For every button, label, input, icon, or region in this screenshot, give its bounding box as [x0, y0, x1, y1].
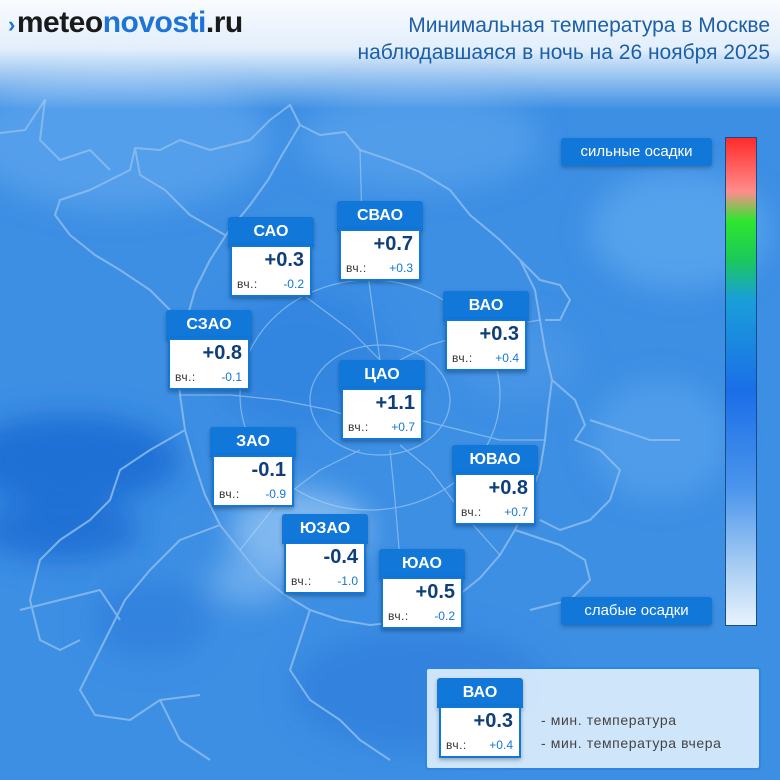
- district-yuvao: ЮВАО +0.8 вч.: +0.7: [452, 445, 538, 529]
- district-name: ВАО: [443, 291, 529, 321]
- district-svao: СВАО +0.7 вч.: +0.3: [337, 201, 423, 285]
- district-values: +1.1 вч.: +0.7: [341, 388, 423, 440]
- district-name: ЗАО: [210, 427, 296, 457]
- district-vao: ВАО +0.3 вч.: +0.4: [443, 291, 529, 375]
- district-yesterday-temp: -0.1: [221, 370, 242, 384]
- district-name: ЦАО: [339, 360, 425, 390]
- district-values: +0.5 вч.: -0.2: [381, 577, 463, 629]
- legend-min-temp: +0.3: [473, 710, 513, 732]
- district-szao: СЗАО +0.8 вч.: -0.1: [166, 310, 252, 394]
- district-min-temp: +0.3: [264, 249, 304, 271]
- legend-example-card: ВАО +0.3 вч.: +0.4: [437, 678, 523, 762]
- legend-yesterday-label: вч.:: [446, 738, 467, 752]
- site-logo[interactable]: ›meteonovosti.ru: [8, 6, 243, 40]
- district-yesterday-label: вч.:: [219, 487, 240, 501]
- district-values: +0.3 вч.: +0.4: [445, 319, 527, 371]
- district-yesterday-label: вч.:: [348, 420, 369, 434]
- district-yesterday-label: вч.:: [452, 351, 473, 365]
- district-values: -0.1 вч.: -0.9: [212, 455, 294, 507]
- district-name: ЮАО: [379, 549, 465, 579]
- logo-mark-icon: ›: [8, 12, 15, 37]
- precipitation-blobs: [0, 70, 770, 750]
- district-min-temp: +0.8: [488, 477, 528, 499]
- district-name: СВАО: [337, 201, 423, 231]
- district-yesterday-label: вч.:: [461, 505, 482, 519]
- inner-district-borders: [180, 149, 545, 622]
- district-yesterday-temp: -0.2: [434, 609, 455, 623]
- district-yesterday-temp: +0.3: [389, 261, 413, 275]
- district-yesterday-temp: +0.4: [495, 351, 519, 365]
- district-sao: САО +0.3 вч.: -0.2: [228, 217, 314, 301]
- district-yesterday-temp: -1.0: [337, 574, 358, 588]
- district-min-temp: +0.8: [202, 342, 242, 364]
- district-min-temp: +0.3: [479, 323, 519, 345]
- scale-label-strong: сильные осадки: [561, 138, 712, 166]
- district-values: +0.7 вч.: +0.3: [339, 229, 421, 281]
- district-values: -0.4 вч.: -1.0: [284, 542, 366, 594]
- district-min-temp: -0.4: [323, 546, 358, 568]
- district-yesterday-label: вч.:: [175, 370, 196, 384]
- district-name: ЮВАО: [452, 445, 538, 475]
- district-values: +0.8 вч.: -0.1: [168, 338, 250, 390]
- district-yesterday-label: вч.:: [388, 609, 409, 623]
- district-yesterday-label: вч.:: [291, 574, 312, 588]
- district-min-temp: +0.5: [415, 581, 455, 603]
- district-yesterday-label: вч.:: [346, 261, 367, 275]
- map-title-line2: наблюдавшаяся в ночь на 26 ноября 2025: [357, 41, 770, 64]
- legend-desc-yesterday-temp: - мин. температура вчера: [541, 735, 722, 751]
- district-min-temp: +1.1: [375, 392, 415, 414]
- logo-text-domain: .ru: [205, 6, 243, 39]
- map-title: Минимальная температура в Москве наблюда…: [358, 12, 770, 66]
- district-min-temp: -0.1: [251, 459, 286, 481]
- district-values: +0.3 вч.: -0.2: [230, 245, 312, 297]
- district-tsao: ЦАО +1.1 вч.: +0.7: [339, 360, 425, 444]
- header-background: [0, 0, 780, 110]
- map-title-line1: Минимальная температура в Москве: [408, 14, 770, 37]
- legend-desc-min-temp: - мин. температура: [541, 712, 677, 728]
- precipitation-scale-bar: [725, 137, 757, 626]
- legend-district-values: +0.3 вч.: +0.4: [439, 706, 521, 758]
- district-name: ЮЗАО: [282, 514, 368, 544]
- district-yesterday-temp: -0.9: [265, 487, 286, 501]
- district-yuzao: ЮЗАО -0.4 вч.: -1.0: [282, 514, 368, 598]
- logo-text-meteo: meteo: [16, 6, 103, 39]
- legend-district-name: ВАО: [437, 678, 523, 708]
- district-name: САО: [228, 217, 314, 247]
- scale-label-weak: слабые осадки: [561, 597, 712, 625]
- legend-yesterday-temp: +0.4: [489, 738, 513, 752]
- district-yuao: ЮАО +0.5 вч.: -0.2: [379, 549, 465, 633]
- district-yesterday-label: вч.:: [237, 277, 258, 291]
- district-yesterday-temp: +0.7: [391, 420, 415, 434]
- logo-text-novosti: novosti: [102, 6, 207, 39]
- district-yesterday-temp: -0.2: [283, 277, 304, 291]
- district-min-temp: +0.7: [373, 233, 413, 255]
- district-yesterday-temp: +0.7: [504, 505, 528, 519]
- district-zao: ЗАО -0.1 вч.: -0.9: [210, 427, 296, 511]
- district-name: СЗАО: [166, 310, 252, 340]
- district-values: +0.8 вч.: +0.7: [454, 473, 536, 525]
